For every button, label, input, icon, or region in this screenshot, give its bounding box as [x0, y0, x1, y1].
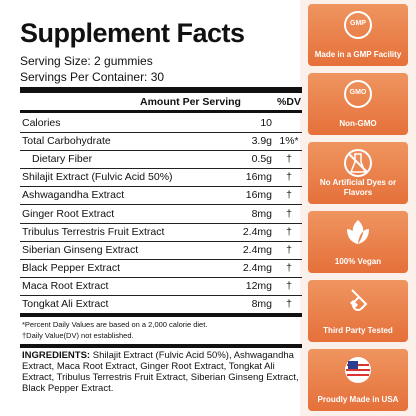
rule — [20, 87, 302, 93]
nutrient-name: Maca Root Extract — [22, 279, 109, 292]
daily-value: † — [286, 171, 292, 184]
servings-per-container: Servings Per Container: 30 — [20, 70, 165, 84]
rule — [20, 313, 302, 317]
badge-icon-text: GMP — [350, 20, 366, 27]
amount: 2.4mg — [242, 243, 272, 256]
table-row: Black Pepper Extract 2.4mg † — [20, 259, 302, 278]
badge: 100% Vegan — [308, 211, 408, 273]
daily-value: † — [286, 279, 292, 292]
amount: 16mg — [245, 171, 272, 184]
table-row: Shilajit Extract (Fulvic Acid 50%) 16mg † — [20, 168, 302, 188]
footnote: *Percent Daily Values are based on a 2,0… — [22, 320, 208, 329]
nutrient-name: Siberian Ginseng Extract — [22, 243, 139, 256]
badge-label: No Artificial Dyes or Flavors — [319, 178, 397, 197]
amount: 16mg — [245, 189, 272, 202]
nutrient-name: Total Carbohydrate — [22, 135, 111, 148]
daily-value: † — [286, 261, 292, 274]
badge-label: Made in a GMP Facility — [314, 50, 402, 59]
serving-size: Serving Size: 2 gummies — [20, 54, 153, 68]
badge-label: Proudly Made in USA — [317, 395, 399, 404]
amount: 10 — [260, 117, 272, 129]
ingredients-label: INGREDIENTS: — [22, 350, 91, 361]
table-row: Tribulus Terrestris Fruit Extract 2.4mg † — [20, 223, 302, 242]
badge-icon-text: GMO — [349, 89, 367, 96]
badge-label: 100% Vegan — [334, 257, 382, 266]
table-row: Calories 10 — [20, 114, 302, 133]
rule — [20, 110, 302, 113]
table-row: Siberian Ginseng Extract 2.4mg † — [20, 241, 302, 260]
badge-icon — [347, 220, 369, 244]
amount: 3.9g — [251, 135, 272, 148]
nutrient-name: Black Pepper Extract — [22, 261, 121, 274]
column-header: %DV — [277, 96, 301, 108]
badge: Third Party Tested — [308, 280, 408, 342]
daily-value: † — [286, 207, 292, 220]
table-row: Ashwagandha Extract 16mg † — [20, 186, 302, 206]
badge-label: Non-GMO — [339, 119, 377, 128]
badge: No Artificial Dyes or Flavors — [308, 142, 408, 204]
badge-icon — [344, 149, 372, 177]
table-row: Ginger Root Extract 8mg † — [20, 205, 302, 224]
daily-value: † — [286, 153, 292, 166]
table-row: Total Carbohydrate 3.9g 1%* — [20, 132, 302, 152]
nutrient-name: Tongkat Ali Extract — [22, 298, 109, 310]
amount: 12mg — [245, 279, 272, 292]
amount: 8mg — [251, 207, 272, 220]
table-row: Dietary Fiber 0.5g † — [20, 150, 302, 170]
badge-label: Third Party Tested — [323, 326, 393, 335]
badge: Proudly Made in USA — [308, 349, 408, 411]
nutrient-name: Tribulus Terrestris Fruit Extract — [22, 225, 165, 238]
column-header: Amount Per Serving — [140, 96, 241, 108]
table-row: Maca Root Extract 12mg † — [20, 277, 302, 296]
badge-icon — [344, 11, 372, 39]
amount: 2.4mg — [242, 261, 272, 274]
badge-icon — [344, 80, 372, 108]
table-row: Tongkat Ali Extract 8mg † — [20, 295, 302, 314]
daily-value: † — [286, 225, 292, 238]
daily-value: † — [286, 243, 292, 256]
badge: GMO Non-GMO — [308, 73, 408, 135]
amount: 8mg — [251, 298, 272, 310]
nutrient-name: Shilajit Extract (Fulvic Acid 50%) — [22, 171, 173, 184]
badge-column — [300, 0, 416, 416]
daily-value: † — [286, 298, 292, 310]
daily-value: 1%* — [279, 135, 299, 148]
title: Supplement Facts — [20, 18, 245, 48]
nutrient-name: Dietary Fiber — [32, 153, 93, 166]
amount: 2.4mg — [242, 225, 272, 238]
rule — [20, 344, 302, 348]
footnote: †Daily Value(DV) not established. — [22, 331, 134, 340]
nutrient-name: Ashwagandha Extract — [22, 189, 125, 202]
badge-icon — [345, 357, 371, 383]
amount: 0.5g — [251, 153, 272, 166]
badge: GMP Made in a GMP Facility — [308, 4, 408, 66]
badge-icon — [350, 289, 368, 311]
ingredients: INGREDIENTS: Shilajit Extract (Fulvic Ac… — [22, 350, 302, 394]
ingredients-text: Shilajit Extract (Fulvic Acid 50%), Ashw… — [22, 350, 299, 394]
nutrient-name: Calories — [22, 117, 61, 129]
nutrient-name: Ginger Root Extract — [22, 207, 115, 220]
daily-value: † — [286, 189, 292, 202]
